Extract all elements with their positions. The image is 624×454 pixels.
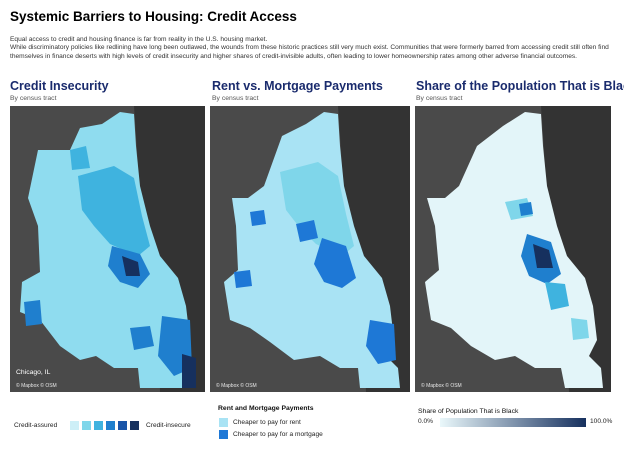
black-population-share-map[interactable]: © Mapbox © OSM — [415, 106, 611, 392]
legend1-swatch-2 — [82, 421, 91, 430]
map2-mortgage-northwest — [250, 210, 266, 226]
legend3-title: Share of Population That is Black — [418, 408, 519, 415]
legend2-title: Rent and Mortgage Payments — [218, 405, 314, 412]
intro-line-1: Equal access to credit and housing finan… — [10, 36, 268, 43]
map3-svg — [425, 106, 611, 392]
map3-attribution[interactable]: © Mapbox © OSM — [421, 383, 462, 389]
legend3-max-label: 100.0% — [590, 418, 613, 425]
legend2-mortgage-label: Cheaper to pay for a mortgage — [233, 431, 323, 438]
legend1-swatch-1 — [70, 421, 79, 430]
legend2-mortgage-swatch — [219, 430, 228, 439]
legend1-swatch-5 — [118, 421, 127, 430]
panel1-title: Credit Insecurity — [10, 79, 109, 93]
legend2-rent-label: Cheaper to pay for rent — [233, 419, 301, 426]
map1-west — [24, 300, 42, 326]
panel2-title: Rent vs. Mortgage Payments — [212, 79, 383, 93]
map2-mortgage-far-west — [234, 270, 252, 288]
map1-metro-area — [20, 112, 196, 388]
map2-attribution[interactable]: © Mapbox © OSM — [216, 383, 257, 389]
panel3-subtitle: By census tract — [416, 95, 463, 102]
lake-michigan — [338, 106, 410, 392]
map3-west-side-core — [519, 202, 533, 216]
map1-northwest — [70, 146, 90, 170]
rent-vs-mortgage-map[interactable]: © Mapbox © OSM — [210, 106, 410, 392]
map1-inner-city — [78, 166, 150, 256]
map2-mortgage-cluster-west — [296, 220, 318, 242]
map2-mortgage-southeast — [366, 320, 396, 364]
intro-text: Equal access to credit and housing finan… — [10, 36, 610, 61]
legend1-swatch-4 — [106, 421, 115, 430]
legend1-high-label: Credit-insecure — [146, 422, 191, 429]
legend3-gradient-bar — [440, 418, 586, 427]
map3-south-side-core — [533, 244, 553, 268]
legend1-low-label: Credit-assured — [14, 422, 58, 429]
panel1-subtitle: By census tract — [10, 95, 57, 102]
map3-metro-area — [425, 112, 603, 388]
map1-far-southeast — [182, 354, 196, 388]
panel2-subtitle: By census tract — [212, 95, 259, 102]
map1-svg — [20, 106, 205, 392]
legend1-swatch-6 — [130, 421, 139, 430]
legend2-rent-swatch — [219, 418, 228, 427]
city-label: Chicago, IL — [16, 369, 51, 376]
map2-mortgage-cluster-south — [314, 238, 356, 288]
map1-south-core — [122, 256, 140, 276]
map1-southwest — [130, 326, 154, 350]
credit-insecurity-map[interactable]: Chicago, IL © Mapbox © OSM — [10, 106, 205, 392]
map3-southeast — [571, 318, 589, 340]
panel3-title: Share of the Population That is Black — [416, 79, 624, 93]
map2-urban-core — [280, 162, 354, 256]
page-title: Systemic Barriers to Housing: Credit Acc… — [10, 9, 297, 24]
map2-metro-area — [224, 112, 400, 388]
intro-line-2: While discriminatory policies like redli… — [10, 44, 609, 60]
map3-south-suburbs — [545, 282, 569, 310]
legend1-swatch-3 — [94, 421, 103, 430]
map1-attribution[interactable]: © Mapbox © OSM — [16, 383, 57, 389]
legend3-min-label: 0.0% — [418, 418, 434, 425]
map2-svg — [224, 106, 410, 392]
